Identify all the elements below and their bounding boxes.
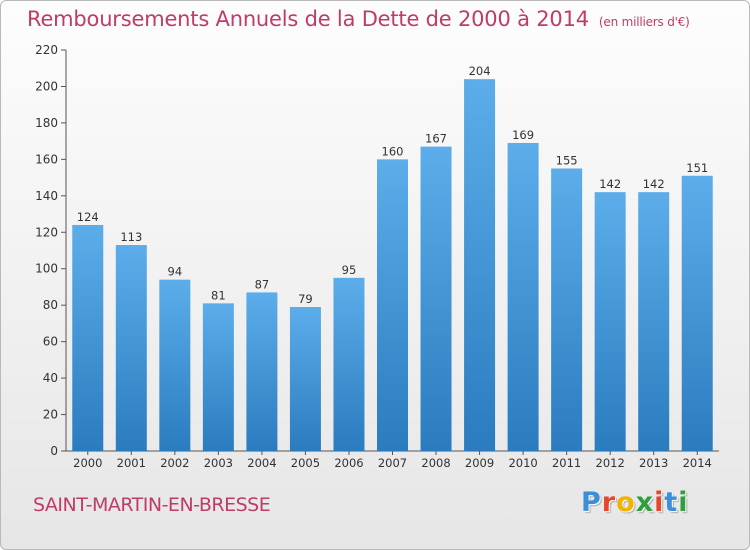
- y-tick-label: 100: [35, 262, 58, 276]
- x-tick-label: 2006: [334, 456, 363, 470]
- bar-2003: [202, 303, 234, 451]
- bar-2014: [681, 175, 713, 451]
- data-label: 204: [469, 64, 491, 78]
- bar-2013: [638, 192, 670, 451]
- bar-2000: [72, 224, 104, 451]
- logo-letter: r: [601, 487, 617, 518]
- data-label: 142: [643, 177, 665, 191]
- data-label: 151: [686, 161, 708, 175]
- logo-letter: i: [654, 487, 665, 518]
- x-tick-label: 2009: [465, 456, 494, 470]
- y-tick-label: 140: [35, 189, 58, 203]
- x-tick-label: 2000: [73, 456, 102, 470]
- x-tick-label: 2014: [683, 456, 712, 470]
- chart-subtitle: (en milliers d'€): [598, 15, 690, 29]
- data-label: 142: [599, 177, 621, 191]
- logo-letter: t: [664, 487, 679, 518]
- commune-name: SAINT-MARTIN-EN-BRESSE: [33, 494, 271, 516]
- bar-2002: [159, 279, 191, 451]
- y-tick-label: 180: [35, 116, 58, 130]
- x-tick-label: 2012: [596, 456, 625, 470]
- data-labels: 124 113 94 81 87 79 95 160 167 204 169 155 142 142 151: [77, 64, 708, 306]
- data-label: 87: [255, 277, 270, 291]
- data-label: 113: [120, 230, 142, 244]
- bar-2011: [551, 168, 583, 451]
- bar-2005: [289, 307, 321, 451]
- bar-2012: [594, 192, 626, 451]
- bar-2001: [115, 245, 147, 451]
- logo-letter: o: [616, 487, 636, 518]
- x-tick-label: 2010: [508, 456, 537, 470]
- bar-2010: [507, 142, 539, 451]
- bar-2009: [464, 79, 496, 451]
- y-tick-label: 220: [35, 43, 58, 57]
- y-tick-label: 60: [43, 335, 58, 349]
- data-label: 79: [298, 292, 313, 306]
- proxiti-logo: Proxiti: [581, 487, 689, 518]
- data-label: 94: [168, 265, 183, 279]
- y-tick-label: 160: [35, 152, 58, 166]
- logo-letter: i: [678, 487, 689, 518]
- x-tick-label: 2013: [639, 456, 668, 470]
- y-tick-label: 40: [43, 371, 58, 385]
- bar-2006: [333, 277, 365, 451]
- x-tick-label: 2011: [552, 456, 581, 470]
- x-axis: 2000 2001 2002 2003 2004 2005 2006 2007 2008 2009…: [66, 450, 719, 470]
- bar-2008: [420, 146, 452, 451]
- y-tick-label: 80: [43, 298, 58, 312]
- y-tick-label: 120: [35, 225, 58, 239]
- x-tick-label: 2008: [421, 456, 450, 470]
- data-label: 169: [512, 128, 534, 142]
- bar-2007: [377, 159, 408, 451]
- x-tick-label: 2003: [204, 456, 233, 470]
- y-tick-label: 200: [35, 79, 58, 93]
- data-label: 160: [382, 144, 404, 158]
- x-tick-label: 2005: [291, 456, 320, 470]
- x-tick-label: 2007: [378, 456, 407, 470]
- title-text: Remboursements Annuels de la Dette de 20…: [27, 7, 589, 31]
- bar-2004: [246, 292, 278, 451]
- x-tick-label: 2004: [247, 456, 276, 470]
- y-axis: 0 20 40 60 80 100 120 140 160 180 200 220: [35, 43, 67, 458]
- logo-letter: P: [581, 487, 602, 518]
- logo-letter: x: [635, 487, 655, 518]
- y-tick-label: 20: [43, 408, 58, 422]
- chart-title: Remboursements Annuels de la Dette de 20…: [27, 7, 690, 31]
- data-label: 124: [77, 210, 99, 224]
- x-tick-label: 2002: [160, 456, 189, 470]
- y-tick-label: 0: [50, 444, 58, 458]
- x-tick-label: 2001: [117, 456, 146, 470]
- bars: [72, 79, 713, 451]
- data-label: 95: [342, 263, 357, 277]
- data-label: 167: [425, 132, 447, 146]
- data-label: 81: [211, 288, 226, 302]
- data-label: 155: [556, 153, 578, 167]
